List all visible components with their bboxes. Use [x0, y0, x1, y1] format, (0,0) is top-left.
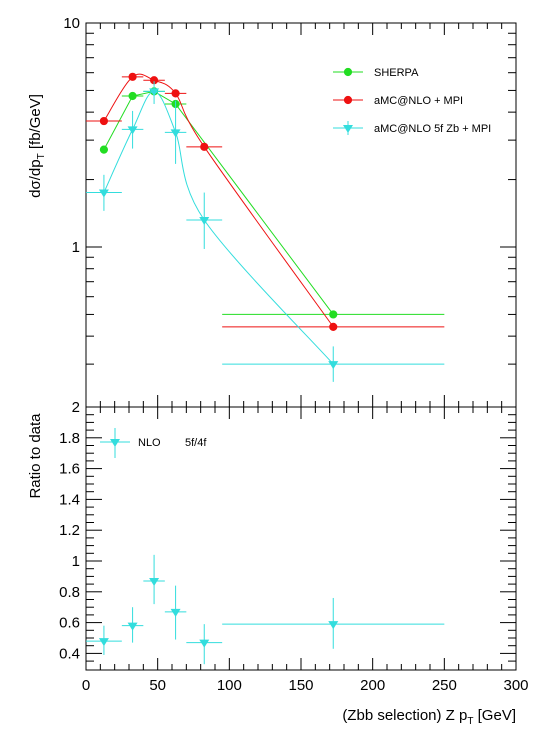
legend-label: NLO [138, 437, 161, 449]
data-point [99, 145, 109, 154]
data-point [128, 72, 137, 81]
series-nlo [86, 554, 445, 665]
series-amc-nlo-5f-zb-mpi [86, 81, 445, 382]
legend-label: aMC@NLO + MPI [374, 95, 463, 107]
main-series [86, 72, 445, 382]
ratio-panel: 2 1.8 1.6 1.4 1.2 1 0.8 0.6 0.4 0 50 100 150 200 250 3… [27, 399, 529, 727]
y-tick-label: 10 [63, 15, 80, 32]
y-tick-label: 1 [72, 553, 80, 570]
data-point [329, 310, 338, 319]
series-line [103, 90, 334, 315]
series-line [103, 73, 334, 328]
data-point [200, 142, 209, 151]
legend-entry: aMC@NLO + MPI [333, 95, 463, 107]
series-amc-nlo-mpi [86, 72, 445, 331]
main-panel: 10 1 SHERPA aMC@NLO + MPI aMC@NLO 5f Zb + M… [27, 15, 517, 408]
data-point [98, 189, 109, 198]
y-tick-label: 1.6 [59, 461, 80, 478]
data-point [328, 621, 339, 630]
data-point [329, 322, 338, 331]
legend-suffix: 5f/4f [185, 437, 207, 449]
x-tick-label: 250 [432, 677, 457, 694]
data-point [99, 116, 109, 126]
series-line [103, 90, 334, 365]
x-tick-label: 0 [82, 677, 90, 694]
y-tick-label: 1.8 [59, 430, 80, 447]
x-tick-label: 100 [217, 677, 242, 694]
y-tick-label: 0.4 [59, 645, 80, 662]
legend-label: SHERPA [374, 67, 419, 79]
y-tick-label: 0.6 [59, 615, 80, 632]
legend-entry: aMC@NLO 5f Zb + MPI [333, 121, 491, 135]
y-tick-label: 2 [72, 399, 80, 416]
x-tick-label: 150 [288, 677, 313, 694]
data-point [328, 361, 339, 370]
data-point [199, 639, 210, 648]
y-tick-label: 1.2 [59, 522, 80, 539]
data-point [171, 89, 180, 98]
y-tick-label: 1 [72, 239, 80, 256]
ratio-y-axis-ticks: 2 1.8 1.6 1.4 1.2 1 0.8 0.6 0.4 [59, 399, 516, 662]
legend-marker [110, 439, 120, 447]
x-axis-label: (Zbb selection) Z pT [GeV] [342, 707, 516, 727]
y-tick-label: 0.8 [59, 584, 80, 601]
main-y-axis-label: dσ/dpT [fb/GeV] [27, 94, 47, 198]
x-tick-label: 300 [503, 677, 528, 694]
main-y-axis-ticks: 10 1 [63, 15, 516, 365]
data-point [127, 622, 138, 631]
legend-label: aMC@NLO 5f Zb + MPI [374, 123, 491, 135]
data-point [199, 216, 210, 225]
legend-entry: SHERPA [333, 67, 419, 79]
data-point [149, 578, 160, 587]
data-point [128, 91, 137, 101]
legend-marker [343, 95, 353, 105]
ratio-x-axis-ticks: 0 50 100 150 200 250 300 [82, 407, 529, 694]
legend-marker [343, 67, 353, 77]
ratio-series [86, 554, 445, 665]
data-point [170, 129, 181, 138]
main-legend: SHERPA aMC@NLO + MPI aMC@NLO 5f Zb + MPI [333, 67, 491, 135]
legend-marker [343, 125, 353, 133]
data-point [98, 638, 109, 647]
ratio-y-axis-label: Ratio to data [27, 413, 44, 499]
data-point [170, 608, 181, 617]
x-tick-label: 50 [149, 677, 166, 694]
y-tick-label: 1.4 [59, 491, 80, 508]
main-x-axis-ticks [85, 23, 517, 407]
data-point [149, 88, 160, 97]
x-tick-label: 200 [360, 677, 385, 694]
ratio-legend: NLO 5f/4f [100, 428, 207, 458]
data-point [127, 126, 138, 135]
